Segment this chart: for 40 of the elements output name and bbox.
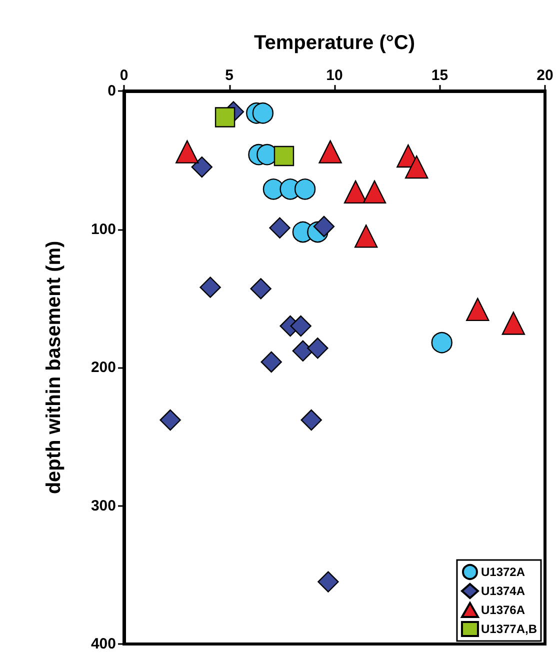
legend-label: U1374A bbox=[480, 584, 526, 598]
point bbox=[176, 140, 199, 164]
point bbox=[250, 278, 272, 300]
y-tick-label: 100 bbox=[90, 220, 116, 238]
point bbox=[290, 315, 312, 337]
point bbox=[260, 351, 282, 373]
point bbox=[502, 312, 526, 335]
point bbox=[318, 140, 342, 164]
y-tick-label: 200 bbox=[90, 359, 116, 376]
x-tick-label: 15 bbox=[431, 67, 448, 84]
point bbox=[318, 571, 339, 592]
point bbox=[466, 298, 490, 322]
point bbox=[431, 332, 452, 354]
point bbox=[300, 409, 322, 431]
legend-label: U1376A bbox=[480, 603, 526, 617]
y-axis-title: depth within basement (m) bbox=[43, 240, 65, 494]
y-tick-label: 400 bbox=[90, 636, 116, 652]
y-tick-label: 0 bbox=[108, 82, 116, 100]
y-tick-label: 300 bbox=[90, 497, 116, 514]
point bbox=[313, 216, 335, 238]
x-tick-label: 5 bbox=[225, 67, 234, 84]
point bbox=[307, 338, 328, 359]
point bbox=[214, 107, 236, 128]
point bbox=[292, 340, 314, 362]
point bbox=[191, 156, 212, 178]
x-axis-title: Temperature (°C) bbox=[254, 32, 415, 54]
point bbox=[354, 224, 378, 248]
point bbox=[160, 409, 181, 431]
point bbox=[252, 102, 274, 124]
x-tick-label: 0 bbox=[120, 67, 128, 84]
x-tick-label: 10 bbox=[326, 67, 343, 84]
legend-label: U1372A bbox=[480, 565, 526, 579]
point bbox=[362, 180, 386, 204]
point bbox=[200, 276, 221, 298]
x-tick-label: 20 bbox=[536, 67, 554, 84]
point bbox=[294, 178, 316, 200]
point bbox=[404, 155, 428, 179]
point bbox=[269, 217, 290, 238]
legend-label: U1377A,B bbox=[480, 622, 538, 636]
point bbox=[274, 146, 294, 166]
